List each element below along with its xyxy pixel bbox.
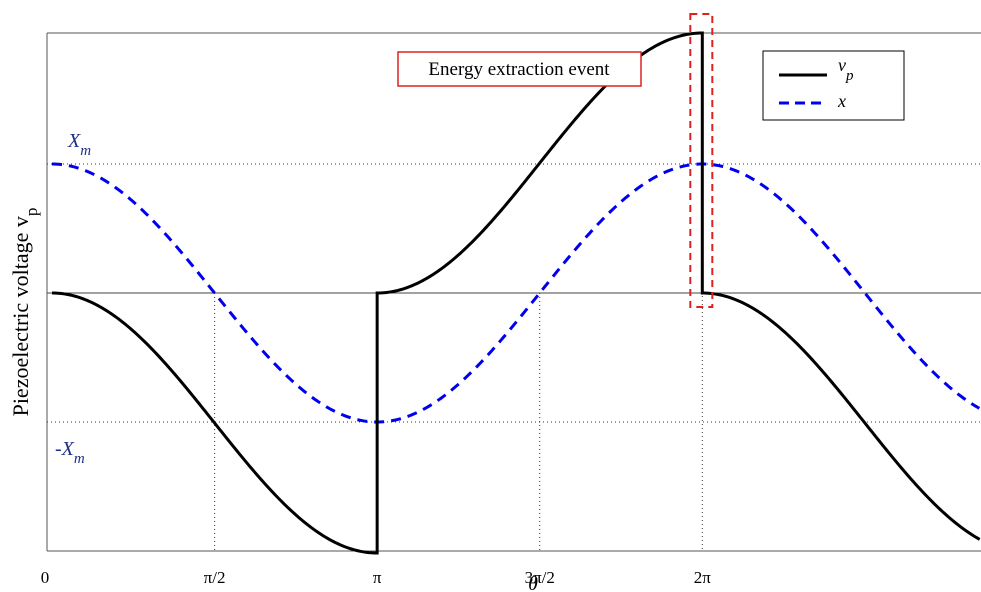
axes xyxy=(46,32,981,552)
x-tick-label-0: 0 xyxy=(41,568,50,587)
series-vp-line xyxy=(51,31,981,555)
legend-label-0: vp xyxy=(838,55,854,84)
x-tick-label-4: 2π xyxy=(694,568,712,587)
legend: vp x xyxy=(762,50,905,121)
annotation-label: Energy extraction event xyxy=(428,59,610,80)
series-x-line xyxy=(51,162,981,424)
legend-label-1: x xyxy=(837,91,846,111)
annotation-label-box xyxy=(397,51,642,87)
grid-lines xyxy=(47,163,981,551)
x-tick-label-3: 3π/2 xyxy=(525,568,555,587)
annotation-group: Energy extraction event xyxy=(397,13,714,308)
legend-box xyxy=(762,50,905,121)
x-tick-label-1: π/2 xyxy=(204,568,226,587)
series-group xyxy=(51,31,981,555)
x-axis-label: θ xyxy=(528,573,538,592)
level-label-0: Xm xyxy=(67,130,91,159)
x-tick-label-2: π xyxy=(373,568,382,587)
level-label-1: -Xm xyxy=(55,438,85,467)
y-axis-label: Piezoelectric voltage vp xyxy=(8,208,41,417)
labels-group: Xm -Xm 0 π/2 π 3π/2 2π θ Piezoelectric voltage v… xyxy=(8,130,711,592)
annotation-highlight-box xyxy=(689,13,714,308)
